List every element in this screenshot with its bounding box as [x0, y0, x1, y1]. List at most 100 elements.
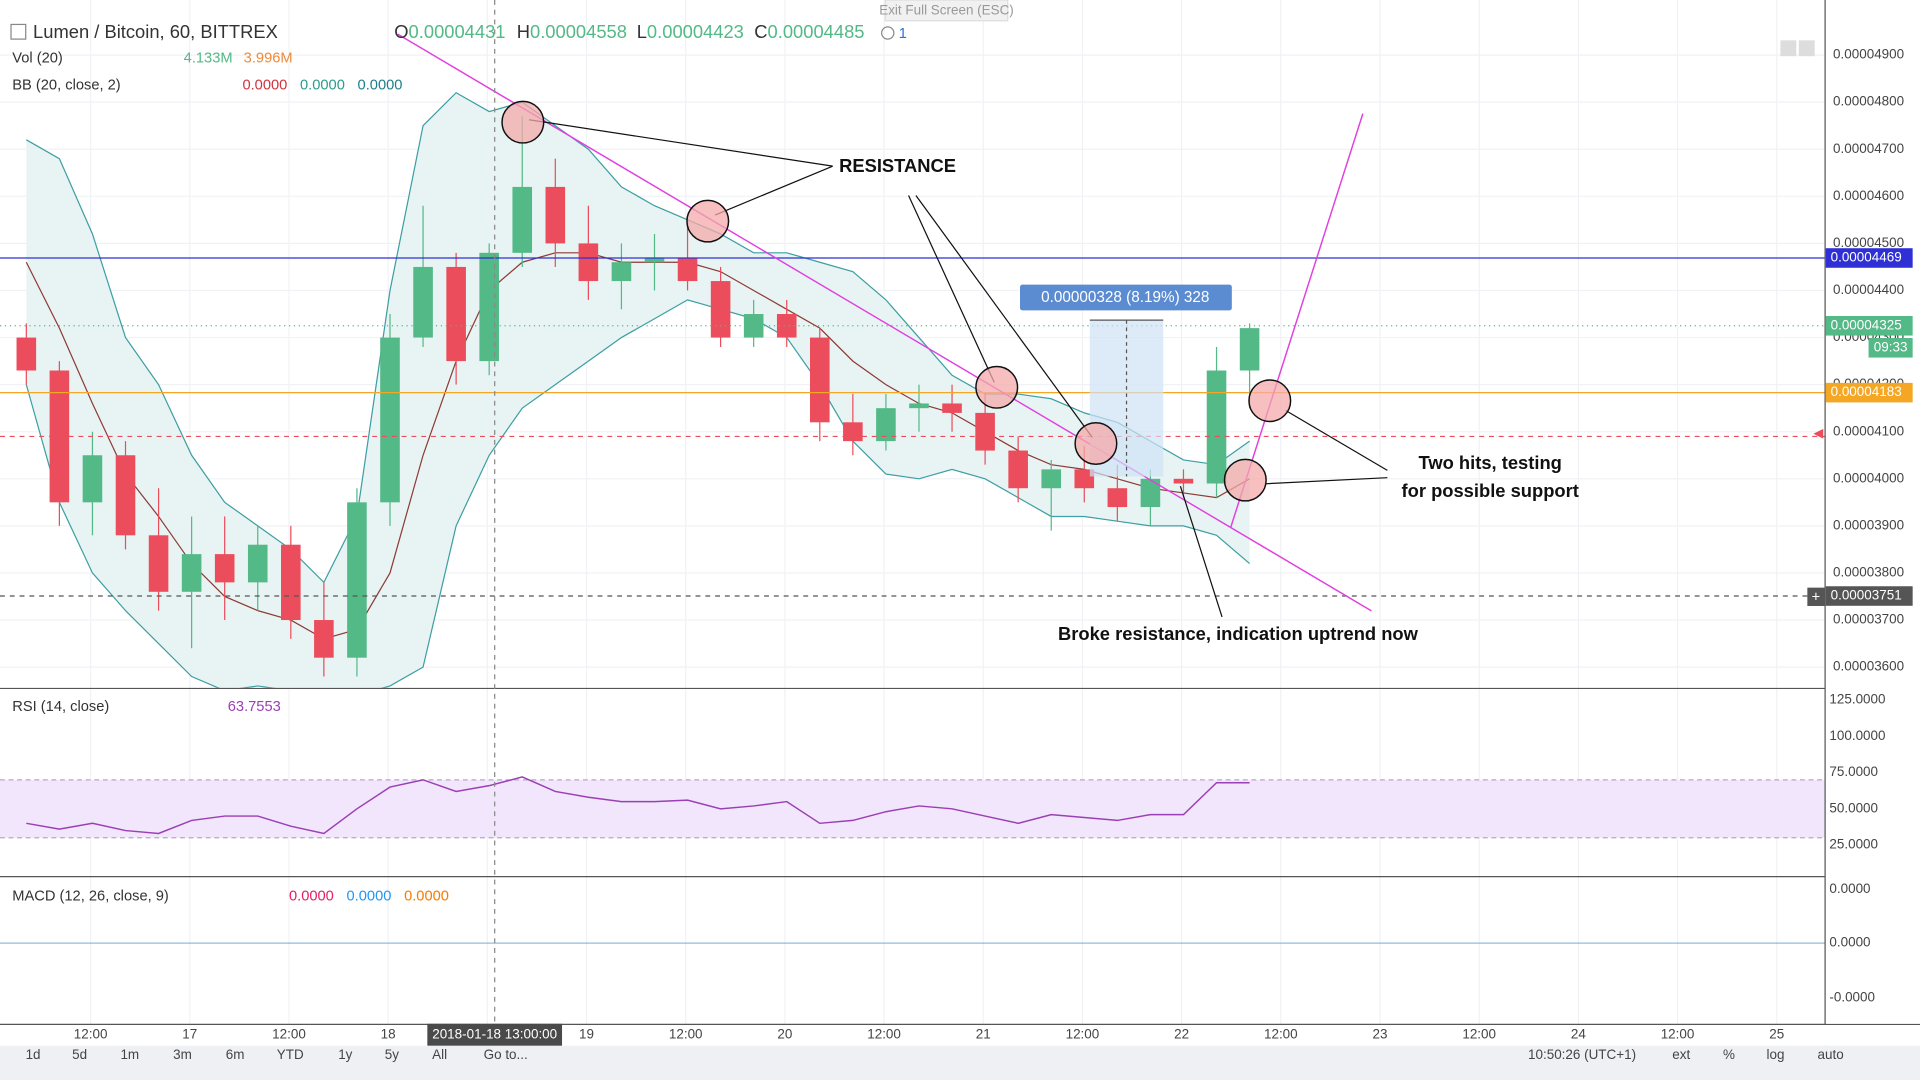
indicator-name: RSI (14, close) — [12, 699, 109, 715]
toolbar-button[interactable]: 5y — [385, 1047, 399, 1062]
candle-body — [1239, 328, 1260, 371]
price-box — [1825, 248, 1913, 268]
x-tick-label: 18 — [381, 1026, 396, 1041]
indicator-name: Vol (20) — [12, 51, 63, 67]
indicator-value: 0.0000 — [347, 889, 392, 905]
candle-body — [1140, 478, 1161, 508]
callout-line — [528, 119, 833, 167]
candle-body — [975, 412, 995, 451]
candle-body — [512, 186, 533, 253]
callout-lines — [528, 119, 1388, 618]
toolbar-button[interactable]: 1d — [26, 1047, 41, 1062]
exit-fullscreen[interactable]: Exit Full Screen (ESC) — [879, 3, 1014, 18]
indicator-value: 0.0000 — [242, 77, 287, 93]
annotation: RESISTANCE — [839, 155, 956, 176]
toolbar-button[interactable]: ext — [1672, 1047, 1690, 1062]
scroll-button[interactable] — [1798, 40, 1815, 57]
y-tick-label: 0.00004400 — [1833, 282, 1904, 297]
bb-mid — [25, 252, 1250, 640]
toolbar-button[interactable]: % — [1723, 1047, 1735, 1062]
ohlc: C0.00004485 — [754, 21, 864, 42]
candle-body — [545, 186, 566, 244]
y-tick-label: 0.00004000 — [1833, 470, 1904, 485]
candle-body — [115, 455, 136, 536]
x-tick-label: 22 — [1174, 1026, 1189, 1041]
hit-circle — [975, 365, 1019, 409]
candle-body — [1041, 469, 1062, 489]
x-tick-label: 21 — [976, 1026, 991, 1041]
toolbar-button[interactable]: 3m — [173, 1047, 192, 1062]
y-tick-label: 25.0000 — [1829, 837, 1878, 852]
y-tick-label: 75.0000 — [1829, 764, 1878, 779]
ohlc: L0.00004423 — [637, 21, 744, 42]
ohlc: O0.00004431 — [394, 21, 505, 42]
time-axis: 2018-01-18 13:00:00 12:00 17 12:00 18 19 12:0… — [0, 1023, 1920, 1046]
bb-lower — [25, 299, 1250, 688]
candle-body — [214, 554, 235, 583]
macd-tick-label: 0.0000 — [1829, 881, 1870, 896]
toolbar-button[interactable]: YTD — [277, 1047, 304, 1062]
indicator-name: BB (20, close, 2) — [12, 77, 120, 93]
x-tick-label: 12:00 — [1264, 1026, 1298, 1041]
x-tick-label: 12:00 — [1462, 1026, 1496, 1041]
candle-body — [1008, 450, 1028, 489]
indicator-value: 4.133M — [184, 51, 233, 67]
y-tick-label: 0.00004900 — [1833, 47, 1904, 62]
ohlc-key: O — [394, 21, 408, 42]
toolbar-button[interactable]: auto — [1818, 1047, 1844, 1062]
callout-line — [714, 165, 833, 216]
y-tick-label: 0.00004600 — [1833, 188, 1904, 203]
price-axis: 0.00003600 0.00003700 0.00003800 0.00003900… — [1824, 0, 1920, 1046]
alert-icon[interactable] — [881, 26, 895, 40]
candle-body — [347, 502, 367, 658]
pane-labels: + Exit Full Screen (ESC) Lumen / Bitcoin… — [10, 0, 1875, 1005]
price-marker — [1813, 428, 1824, 439]
toolbar-button[interactable]: log — [1767, 1047, 1785, 1062]
rsi-line — [26, 776, 1250, 835]
toolbar-button[interactable]: All — [432, 1047, 447, 1062]
toolbar-button[interactable]: 1m — [120, 1047, 139, 1062]
hit-circles — [501, 100, 1292, 502]
candle-body — [810, 337, 830, 423]
measure-label-box — [1020, 284, 1232, 311]
x-tick-label: 25 — [1769, 1026, 1784, 1041]
alert-count: 1 — [899, 26, 907, 42]
candle-body — [611, 262, 632, 282]
candle-body — [578, 243, 599, 282]
y-tick-label: 0.00003700 — [1833, 612, 1904, 627]
callout-line — [908, 195, 995, 383]
x-tick-label: 23 — [1373, 1026, 1388, 1041]
indicator-value: 0.0000 — [289, 889, 334, 905]
candle-body — [644, 257, 665, 263]
toolbar-button[interactable]: 1y — [338, 1047, 352, 1062]
candle-body — [148, 535, 169, 592]
x-tick-label: 12:00 — [1066, 1026, 1100, 1041]
toolbar-button[interactable]: 6m — [226, 1047, 245, 1062]
toolbar-button[interactable]: 5d — [72, 1047, 87, 1062]
scroll-button[interactable] — [1780, 40, 1797, 57]
callout-line — [1285, 409, 1388, 471]
pane-borders — [0, 0, 1920, 1026]
candle-body — [247, 544, 268, 583]
candle-body — [1206, 370, 1227, 484]
y-tick-label: 0.00004700 — [1833, 141, 1904, 156]
ohlc: H0.00004558 — [517, 21, 627, 42]
clock: 10:50:26 (UTC+1) — [1528, 1047, 1636, 1062]
candle-body — [909, 403, 929, 409]
candle-body — [677, 257, 698, 282]
exit-fullscreen-button[interactable] — [884, 0, 1009, 22]
collapse-icon[interactable] — [10, 23, 27, 40]
indicator-value: 3.996M — [244, 51, 293, 67]
hit-circle — [1074, 421, 1118, 465]
callout-line — [1264, 477, 1388, 485]
candle-body — [181, 554, 202, 592]
hit-circle — [1223, 458, 1267, 502]
toolbar-button[interactable]: Go to... — [484, 1047, 528, 1062]
plus-button[interactable] — [1807, 587, 1825, 606]
y-tick-label: 0.00004100 — [1833, 423, 1904, 438]
price-box-label: 0.00003751 — [1831, 588, 1902, 603]
y-tick-label: 0.00004800 — [1833, 94, 1904, 109]
candle-body — [1173, 478, 1194, 484]
